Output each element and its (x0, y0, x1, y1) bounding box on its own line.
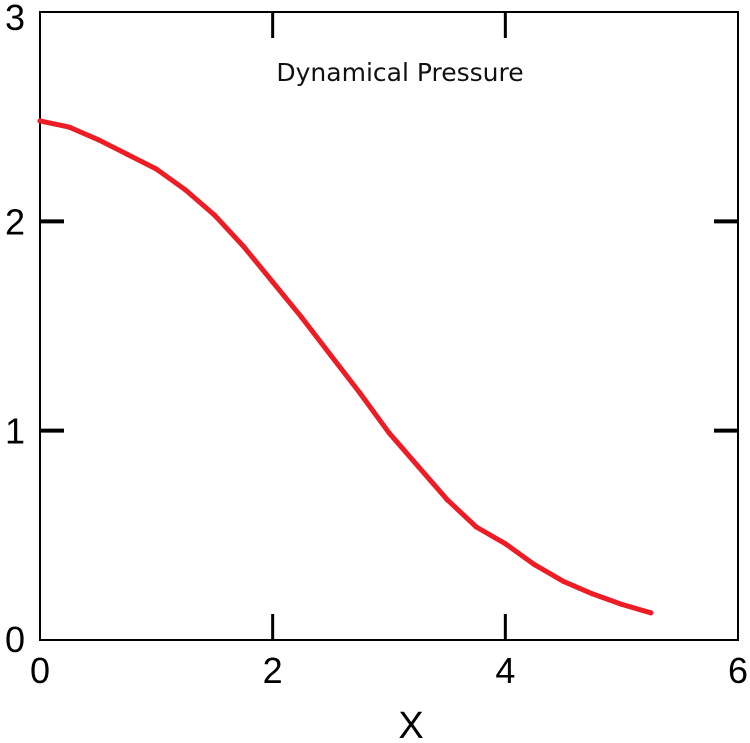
data-point (357, 390, 363, 396)
series-layer (37, 118, 654, 616)
data-point (182, 187, 189, 193)
data-point (560, 578, 567, 584)
data-point (299, 315, 305, 321)
data-point (37, 118, 43, 124)
y-tick-label: 2 (5, 201, 25, 242)
x-axis-title: X (398, 705, 423, 743)
data-point (386, 430, 392, 436)
x-tick-label: 0 (30, 650, 50, 691)
plot-frame (39, 11, 739, 641)
data-point (473, 524, 479, 530)
data-point (502, 541, 508, 547)
data-point (95, 137, 101, 143)
y-tick-label: 0 (5, 619, 25, 660)
x-tick-label: 4 (495, 650, 515, 691)
data-point (240, 243, 247, 250)
data-point (415, 463, 421, 469)
data-point (619, 601, 625, 608)
series-line (37, 118, 654, 616)
x-tick-label: 6 (728, 650, 748, 691)
chart-title: Dynamical Pressure (276, 58, 523, 87)
x-axis: 0 2 4 6 (30, 12, 748, 691)
data-point (531, 562, 538, 568)
data-point (444, 497, 450, 503)
y-axis: 0 1 2 3 (5, 0, 738, 660)
x-tick-label: 2 (263, 650, 283, 691)
data-point (328, 352, 334, 358)
data-point (124, 151, 130, 157)
data-point (589, 591, 596, 597)
y-tick-label: 3 (5, 0, 25, 38)
data-point (270, 279, 276, 285)
data-point (211, 212, 218, 218)
data-point (648, 610, 654, 616)
data-point (153, 166, 159, 172)
y-tick-label: 1 (5, 411, 25, 452)
data-point (66, 124, 72, 130)
